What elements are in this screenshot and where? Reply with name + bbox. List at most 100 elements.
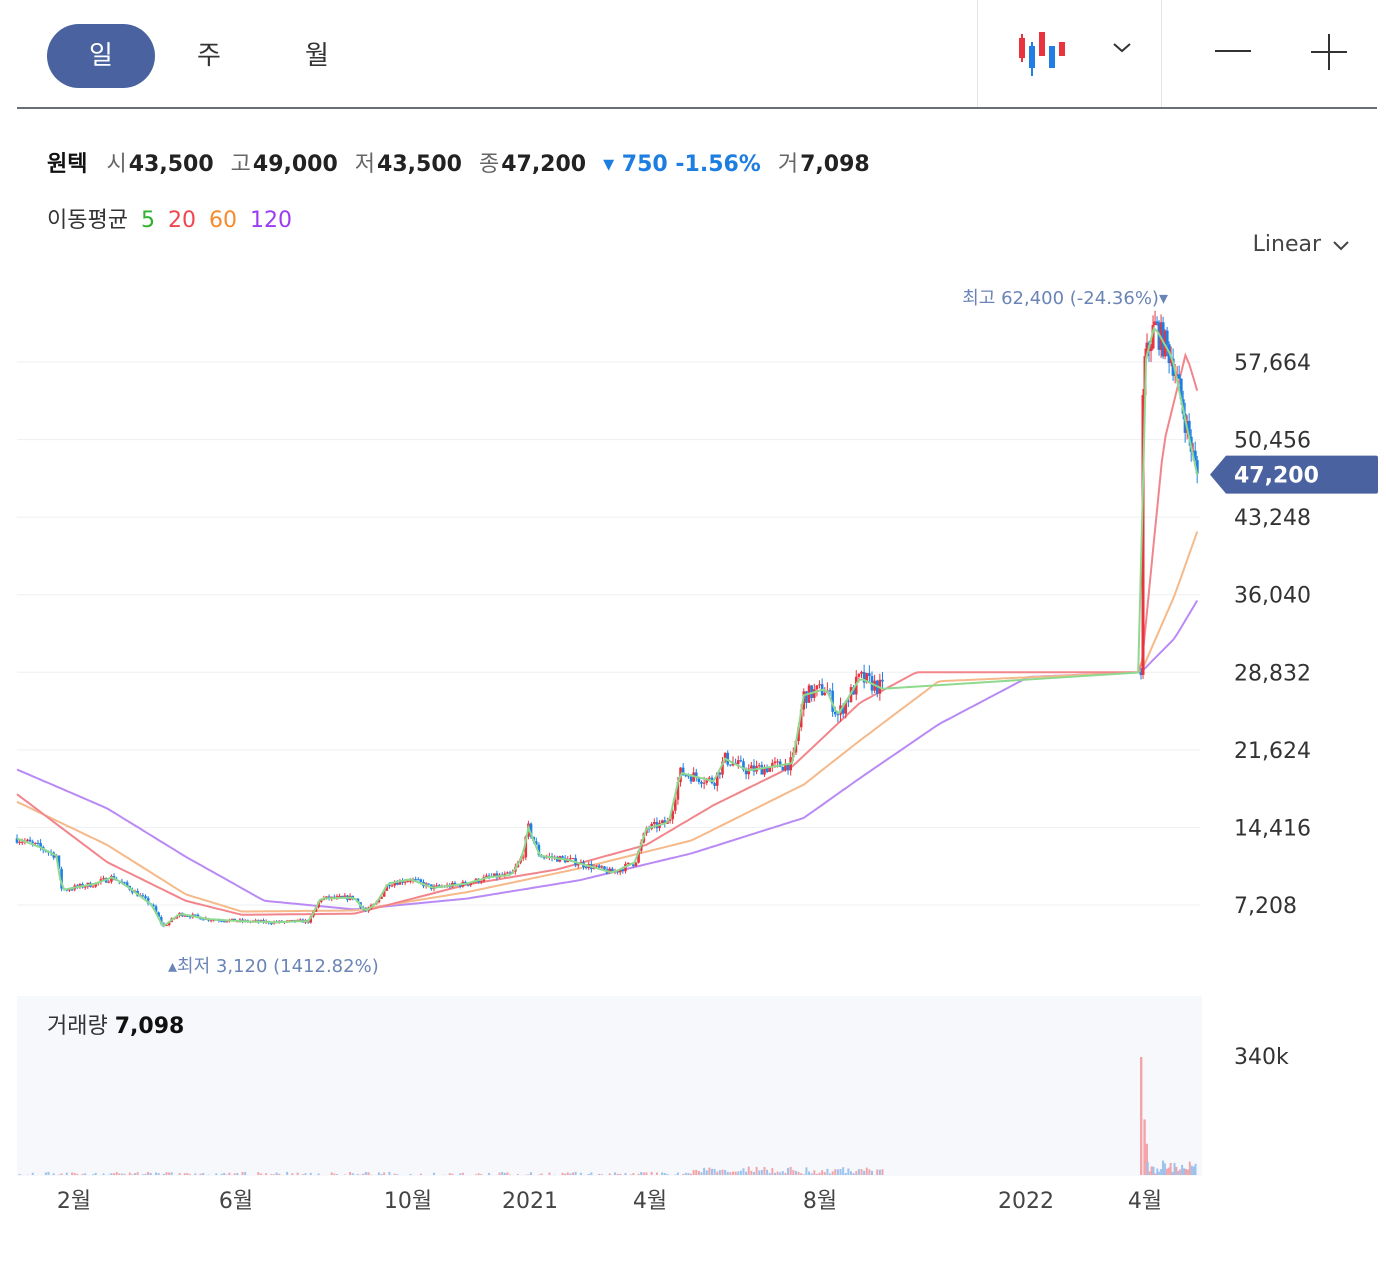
volume-bar xyxy=(383,1172,386,1175)
volume-bar xyxy=(1192,1166,1195,1175)
candle xyxy=(107,881,111,883)
candle xyxy=(343,895,347,897)
volume-bar xyxy=(826,1168,829,1175)
candle xyxy=(778,761,782,768)
ma-5[interactable]: 5 xyxy=(140,208,155,233)
candlestick-icon[interactable] xyxy=(1017,28,1067,82)
candle xyxy=(39,842,42,847)
volume-bar xyxy=(110,1173,113,1175)
volume-bar xyxy=(682,1174,685,1175)
ma-120[interactable]: 120 xyxy=(249,208,292,233)
volume-bar xyxy=(244,1172,247,1175)
tab-daily[interactable]: 일 xyxy=(47,24,155,88)
candle xyxy=(1187,420,1191,437)
volume-bar xyxy=(498,1172,501,1175)
volume-bar xyxy=(752,1171,755,1175)
volume-bar xyxy=(776,1171,779,1175)
volume-bar xyxy=(1146,1161,1149,1175)
candle xyxy=(1155,321,1159,324)
x-tick-label: 6월 xyxy=(219,1189,253,1214)
candle xyxy=(165,925,168,927)
volume-bar xyxy=(31,1172,34,1175)
tab-weekly[interactable]: 주 xyxy=(197,41,221,71)
low-value: 43,500 xyxy=(377,152,462,177)
volume-bar xyxy=(857,1169,860,1175)
tab-monthly[interactable]: 월 xyxy=(305,41,329,71)
volume-bar xyxy=(134,1173,137,1175)
candle xyxy=(521,857,525,859)
volume-bar xyxy=(448,1173,451,1175)
volume-bar xyxy=(71,1172,74,1175)
volume-bar xyxy=(123,1173,126,1175)
low-annotation: ▴최저 3,120 (1412.82%) xyxy=(168,956,379,977)
volume-bar xyxy=(1140,1057,1143,1175)
candle xyxy=(154,906,158,913)
volume-bar xyxy=(868,1169,871,1175)
y-tick-label: 57,664 xyxy=(1234,351,1311,376)
scale-label: Linear xyxy=(1252,232,1321,257)
candle xyxy=(194,914,197,916)
candle xyxy=(1153,321,1157,326)
plus-icon[interactable] xyxy=(1311,34,1347,74)
volume-bar xyxy=(703,1167,706,1175)
volume-bar xyxy=(215,1173,218,1175)
minus-icon[interactable] xyxy=(1215,50,1251,52)
candle xyxy=(600,866,604,868)
volume-bar xyxy=(724,1170,727,1175)
chevron-down-icon[interactable] xyxy=(1111,40,1133,59)
candle xyxy=(1169,358,1173,364)
volume-bar xyxy=(503,1172,506,1175)
candle xyxy=(70,889,74,891)
y-tick-label: 7,208 xyxy=(1234,894,1297,919)
candle xyxy=(689,776,693,782)
candle xyxy=(28,839,32,842)
candle xyxy=(437,885,441,887)
ma-60[interactable]: 60 xyxy=(208,208,237,233)
candle xyxy=(618,869,622,873)
high-value: 49,000 xyxy=(252,152,338,177)
volume-bar xyxy=(459,1173,462,1175)
candle xyxy=(781,767,785,771)
volume-bar xyxy=(805,1167,808,1175)
candle xyxy=(569,858,572,860)
candle xyxy=(1151,325,1155,349)
candle xyxy=(776,761,779,763)
candle xyxy=(524,836,528,858)
candle xyxy=(406,880,410,882)
volume-bar xyxy=(84,1173,87,1175)
scale-selector[interactable]: Linear xyxy=(1253,232,1350,257)
volume-bar xyxy=(155,1172,158,1175)
candle xyxy=(828,690,832,692)
volume-bar xyxy=(259,1173,262,1175)
volume-bar xyxy=(47,1171,50,1175)
candle xyxy=(723,752,727,762)
candle xyxy=(1157,323,1161,350)
candle xyxy=(1177,374,1181,379)
candle xyxy=(881,679,884,682)
stock-name: 원텍 xyxy=(47,152,88,177)
volume-bar xyxy=(663,1172,666,1175)
volume-bar xyxy=(829,1173,832,1175)
volume-bar xyxy=(220,1173,223,1175)
volume-bar xyxy=(808,1171,811,1175)
candle xyxy=(571,858,575,860)
volume-bar xyxy=(781,1171,784,1175)
candle xyxy=(621,869,625,872)
candle xyxy=(797,727,800,741)
volume-bar xyxy=(564,1173,567,1175)
open-label: 시 xyxy=(106,152,127,177)
volume-bar xyxy=(265,1173,268,1175)
volume-bar xyxy=(141,1174,144,1175)
ma-20[interactable]: 20 xyxy=(167,208,196,233)
volume-bar xyxy=(1181,1164,1184,1175)
volume-bar xyxy=(128,1172,131,1175)
volume-bar xyxy=(572,1172,575,1175)
candle xyxy=(57,855,61,869)
candle xyxy=(736,760,740,765)
candle xyxy=(818,684,821,686)
volume-bar xyxy=(797,1171,800,1175)
volume-bar xyxy=(697,1170,700,1175)
volume-bar xyxy=(194,1173,197,1175)
volume-bar xyxy=(881,1169,884,1175)
